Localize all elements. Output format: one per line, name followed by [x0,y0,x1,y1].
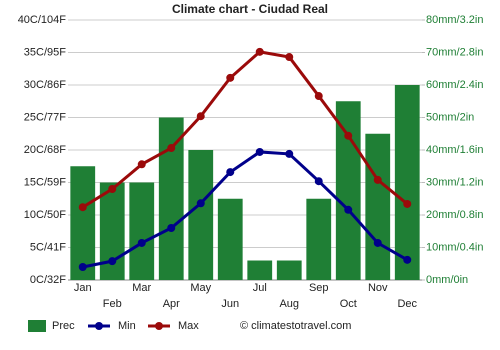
point [108,257,117,266]
y-tick-label: 10C/50F [24,209,66,221]
point [314,177,323,186]
bar [365,133,391,280]
y-tick-label: 15C/59F [24,176,66,188]
bar [217,198,243,280]
point [137,160,146,169]
x-tick-label: Jul [253,282,267,294]
source: © climatestotravel.com [240,320,351,332]
x-tick-label: Mar [132,282,151,294]
point [167,144,176,153]
y2-tick-label: 10mm/0.4in [426,241,483,253]
y-tick-label: 25C/77F [24,111,66,123]
bar [247,260,273,280]
bar [188,150,214,280]
line [81,50,409,209]
point [403,255,412,264]
legend-swatch [155,322,163,330]
y2-tick-label: 70mm/2.8in [426,46,483,58]
x-tick-label: Dec [397,298,417,310]
point [344,205,353,214]
bar [276,260,302,280]
point [373,175,382,184]
point [285,53,294,62]
legend-label: Min [118,320,136,332]
chart-title: Climate chart - Ciudad Real [172,2,328,16]
x-tick-label: Oct [340,298,357,310]
bar [99,182,125,280]
y2-tick-label: 30mm/1.2in [426,176,483,188]
y2-tick-label: 20mm/0.8in [426,209,483,221]
x-tick-label: Jun [221,298,239,310]
point [78,263,87,271]
point [226,168,235,177]
point [344,131,353,140]
x-tick-label: Apr [163,298,180,310]
x-tick-label: Nov [368,282,388,294]
line [82,150,408,269]
y-tick-label: 20C/68F [24,144,66,156]
bar [129,182,155,280]
y-tick-label: 0C/32F [30,274,66,286]
x-tick-label: Jan [74,282,92,294]
y-tick-label: 30C/86F [24,79,66,91]
bar [335,101,361,280]
y-tick-label: 35C/95F [24,46,66,58]
y2-tick-label: 40mm/1.6in [426,144,483,156]
y2-tick-label: 50mm/2in [426,111,474,123]
legend-label: Max [178,320,199,332]
point [108,185,117,193]
legend-swatch [28,320,46,332]
y2-tick-label: 0mm/0in [426,274,468,286]
y2-tick-label: 80mm/3.2in [426,14,483,26]
y2-tick-label: 60mm/2.4in [426,79,483,91]
bar [394,85,420,280]
point [226,73,235,82]
bar [70,166,96,280]
point [255,147,264,156]
point [167,224,176,232]
point [373,238,382,247]
bar [306,198,332,280]
point [78,203,87,212]
y-tick-label: 5C/41F [30,241,66,253]
point [196,112,205,121]
x-tick-label: Feb [103,298,122,310]
point [314,92,323,101]
legend-swatch [95,322,103,330]
point [285,149,294,158]
point [255,47,264,56]
point [403,199,412,208]
x-tick-label: Sep [309,282,329,294]
bar [158,117,184,280]
point [196,199,205,208]
x-tick-label: Aug [279,298,299,310]
legend-label: Prec [52,320,75,332]
y-tick-label: 40C/104F [18,14,67,26]
x-tick-label: May [190,282,211,294]
point [137,238,146,247]
